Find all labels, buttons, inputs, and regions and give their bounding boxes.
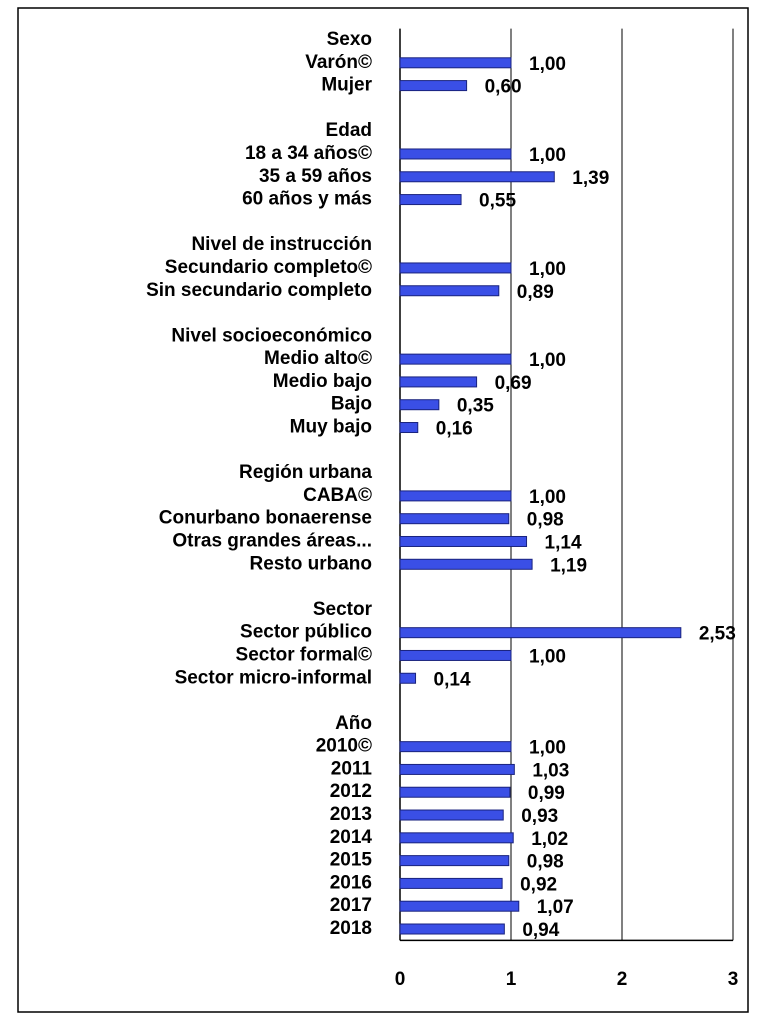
- data-label: 1,00: [529, 54, 566, 75]
- y-tick-label: Resto urbano: [250, 553, 372, 574]
- y-tick-label: 2015: [330, 850, 373, 871]
- data-label: 0,35: [457, 396, 494, 417]
- y-tick-label: Varón©: [305, 52, 372, 73]
- bar: [399, 923, 505, 935]
- data-label: 1,39: [572, 168, 609, 189]
- y-tick-label: Conurbano bonaerense: [159, 508, 372, 529]
- bar: [399, 262, 512, 274]
- data-label: 1,07: [537, 897, 574, 918]
- y-tick-label: Secundario completo©: [165, 257, 372, 278]
- y-tick-label: Muy bajo: [290, 417, 372, 438]
- data-label: 1,19: [550, 555, 587, 576]
- bar: [399, 763, 515, 775]
- bar: [399, 285, 500, 297]
- bar: [399, 741, 512, 753]
- data-label: 1,02: [531, 829, 568, 850]
- y-tick-label: 18 a 34 años©: [245, 143, 372, 164]
- data-label: 0,60: [485, 77, 522, 98]
- y-tick-label: Sector público: [240, 622, 372, 643]
- bar: [399, 490, 512, 502]
- y-tick-label: 2013: [330, 804, 372, 825]
- bar: [399, 900, 520, 912]
- data-label: 1,00: [529, 350, 566, 371]
- x-tick-label: 0: [395, 969, 406, 990]
- x-tick-label: 1: [506, 969, 517, 990]
- bar: [399, 353, 512, 365]
- data-label: 0,94: [522, 920, 559, 941]
- bar: [399, 513, 510, 525]
- bar: [399, 194, 462, 206]
- data-label: 1,14: [545, 533, 582, 554]
- data-label: 0,16: [436, 419, 473, 440]
- y-tick-label: 2011: [331, 758, 373, 779]
- data-label: 0,99: [528, 783, 565, 804]
- y-tick-label: Mujer: [321, 75, 372, 96]
- bar: [399, 832, 514, 844]
- y-tick-label: 60 años y más: [242, 189, 372, 210]
- data-label: 1,03: [532, 760, 569, 781]
- y-tick-label: Sector formal©: [236, 644, 372, 665]
- bar: [399, 171, 555, 183]
- y-tick-label: Edad: [326, 120, 372, 141]
- y-tick-label: CABA©: [303, 485, 372, 506]
- y-tick-label: Nivel socioeconómico: [171, 325, 372, 346]
- data-label: 1,00: [529, 259, 566, 280]
- bar: [399, 877, 503, 889]
- bar: [399, 80, 468, 92]
- y-tick-label: Bajo: [331, 394, 372, 415]
- y-tick-label: 2010©: [316, 736, 372, 757]
- x-tick-label: 2: [617, 969, 628, 990]
- y-tick-label: Sector micro-informal: [175, 667, 372, 688]
- y-tick-label: 35 a 59 años: [259, 166, 372, 187]
- data-label: 2,53: [699, 624, 736, 645]
- data-label: 1,00: [529, 646, 566, 667]
- y-tick-label: 2017: [330, 895, 372, 916]
- y-tick-label: Sector: [313, 599, 373, 620]
- bar: [399, 649, 512, 661]
- data-label: 1,00: [529, 145, 566, 166]
- y-tick-label: Otras grandes áreas...: [172, 531, 372, 552]
- data-label: 0,89: [517, 282, 554, 303]
- bar: [399, 148, 512, 160]
- bar: [399, 376, 478, 388]
- bar: [399, 786, 511, 798]
- y-tick-label: Sin secundario completo: [146, 280, 372, 301]
- data-label: 1,00: [529, 487, 566, 508]
- bar: [399, 672, 417, 684]
- bar: [399, 558, 533, 570]
- bar: [399, 535, 528, 547]
- bar: [399, 855, 510, 867]
- y-tick-label: Medio alto©: [264, 348, 372, 369]
- y-tick-label: Medio bajo: [273, 371, 372, 392]
- y-tick-label: 2018: [330, 918, 372, 939]
- x-tick-label: 3: [728, 969, 739, 990]
- y-tick-label: Año: [335, 713, 372, 734]
- frame: [17, 7, 749, 1013]
- data-label: 0,14: [434, 669, 471, 690]
- y-tick-label: Sexo: [327, 29, 372, 50]
- y-tick-label: 2014: [330, 827, 373, 848]
- data-label: 0,92: [520, 874, 557, 895]
- y-tick-label: 2012: [330, 781, 372, 802]
- y-tick-label: 2016: [330, 872, 372, 893]
- bar: [399, 627, 682, 639]
- data-label: 1,00: [529, 738, 566, 759]
- bar: [399, 422, 419, 434]
- data-label: 0,55: [479, 191, 516, 212]
- y-tick-label: Nivel de instrucción: [191, 234, 372, 255]
- data-label: 0,98: [527, 510, 564, 531]
- data-label: 0,98: [527, 852, 564, 873]
- data-label: 0,69: [495, 373, 532, 394]
- bar: [399, 57, 512, 69]
- data-label: 0,93: [521, 806, 558, 827]
- bar: [399, 809, 504, 821]
- y-tick-label: Región urbana: [239, 462, 372, 483]
- bar: [399, 399, 440, 411]
